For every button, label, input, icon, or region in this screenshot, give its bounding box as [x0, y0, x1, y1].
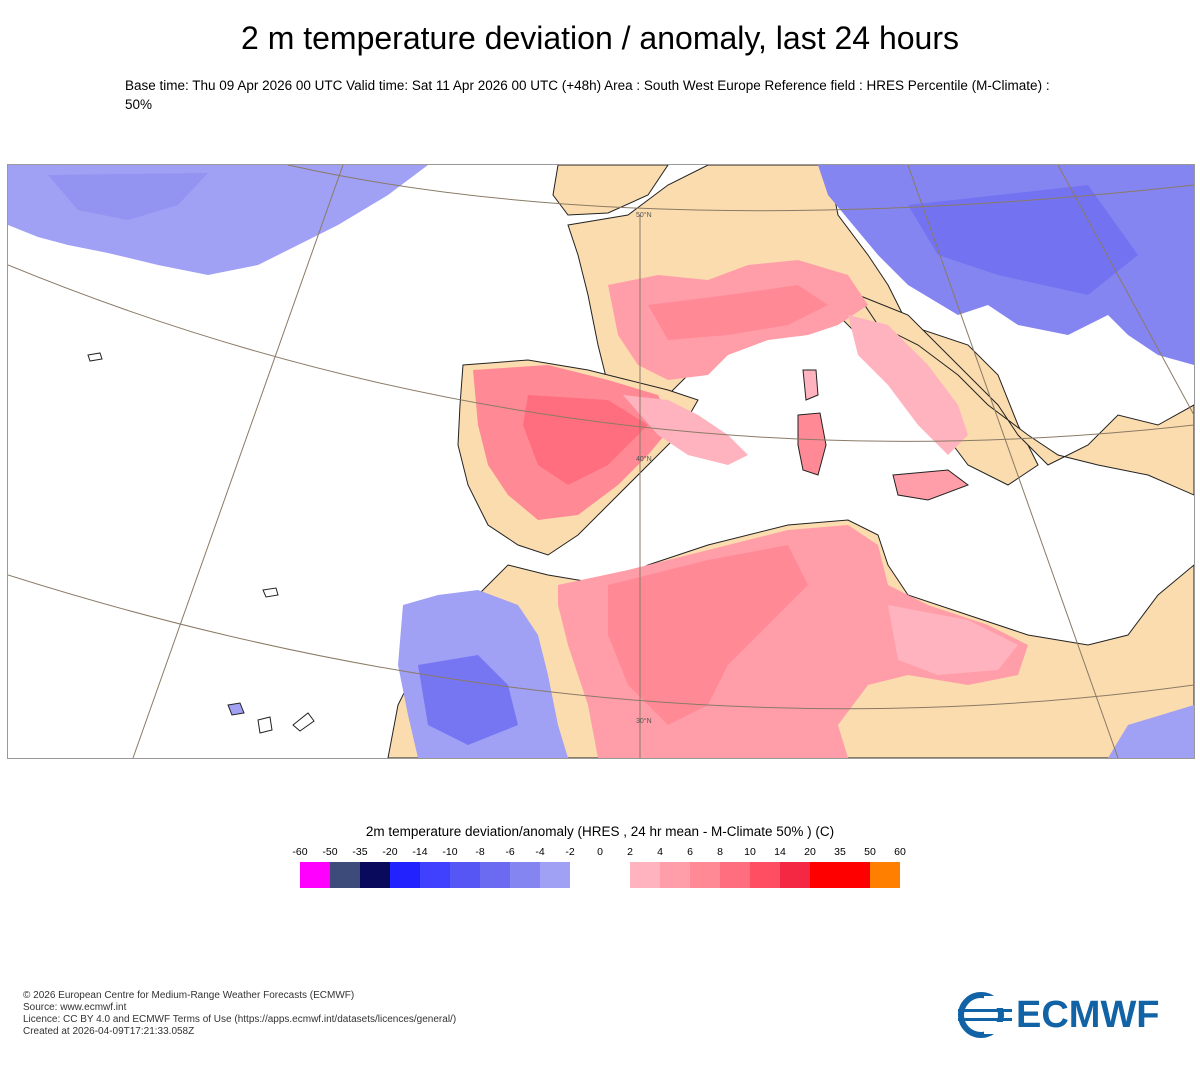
- island-canary-1: [227, 702, 245, 716]
- legend-tick: 6: [687, 846, 693, 858]
- graticule: [8, 165, 1194, 758]
- anomaly-map[interactable]: 50°N 40°N 30°N: [7, 164, 1195, 759]
- legend-swatch: [690, 862, 720, 888]
- legend-swatch: [600, 862, 630, 888]
- footer-source: Source: www.ecmwf.int: [23, 1002, 127, 1013]
- legend-swatch: [630, 862, 660, 888]
- legend-swatch: [510, 862, 540, 888]
- legend-tick: 0: [597, 846, 603, 858]
- legend-tick: -8: [475, 846, 485, 858]
- legend-tick: -20: [382, 846, 398, 858]
- legend-tick: -6: [505, 846, 515, 858]
- lat-label-30: 30°N: [636, 717, 652, 725]
- footer: © 2026 European Centre for Medium-Range …: [23, 990, 456, 1038]
- legend-swatch: [810, 862, 840, 888]
- island-azores: [87, 352, 103, 362]
- legend-swatch: [840, 862, 870, 888]
- legend-tick: -4: [535, 846, 545, 858]
- legend-swatch: [720, 862, 750, 888]
- island-canary-2: [257, 716, 273, 734]
- lat-label-50: 50°N: [636, 211, 652, 219]
- map-canvas: 50°N 40°N 30°N: [8, 165, 1194, 758]
- island-corsica: [802, 369, 819, 401]
- legend-swatch: [480, 862, 510, 888]
- legend-tick: 60: [894, 846, 906, 858]
- legend-swatch: [330, 862, 360, 888]
- legend-swatch: [420, 862, 450, 888]
- legend-tick: 14: [774, 846, 786, 858]
- legend-tick: 10: [744, 846, 756, 858]
- island-canary-3: [292, 712, 315, 732]
- footer-licence: Licence: CC BY 4.0 and ECMWF Terms of Us…: [23, 1014, 457, 1025]
- land-british-isles: [552, 165, 669, 216]
- island-sicily: [892, 469, 970, 501]
- legend-tick: -2: [565, 846, 575, 858]
- ecmwf-logo: ECMWF: [958, 992, 1180, 1038]
- legend-tick: -14: [412, 846, 428, 858]
- legend-title: 2m temperature deviation/anomaly (HRES ,…: [365, 824, 835, 839]
- anomaly-area-north-africa-east: [888, 605, 1018, 675]
- legend-swatch: [660, 862, 690, 888]
- legend-tick: 2: [627, 846, 633, 858]
- legend-tick: 4: [657, 846, 663, 858]
- footer-created: Created at 2026-04-09T17:21:33.058Z: [23, 1026, 195, 1037]
- legend-tick: 8: [717, 846, 723, 858]
- anomaly-area-france-core: [648, 285, 828, 340]
- legend-swatch: [870, 862, 900, 888]
- land-italy-balkans: [856, 293, 1194, 496]
- color-legend: -60 -50 -35 -20 -14 -10 -8 -6 -4 -2 0 2 4 6 8 10 14 20 35 5…: [270, 844, 930, 894]
- legend-tick: -35: [352, 846, 368, 858]
- anomaly-area-iberia-east: [623, 395, 748, 465]
- legend-swatch: [780, 862, 810, 888]
- chart-subtitle: Base time: Thu 09 Apr 2026 00 UTC Valid …: [125, 78, 1050, 112]
- ecmwf-logo-icon: [958, 992, 1012, 1038]
- legend-swatch: [750, 862, 780, 888]
- legend-tick: -60: [292, 846, 308, 858]
- anomaly-area-north-atlantic-inner: [48, 173, 208, 220]
- footer-copyright: © 2026 European Centre for Medium-Range …: [23, 990, 355, 1001]
- island-madeira: [262, 587, 279, 598]
- legend-tick: 20: [804, 846, 816, 858]
- lat-label-40: 40°N: [636, 455, 652, 463]
- legend-swatch: [360, 862, 390, 888]
- legend-tick: -10: [442, 846, 458, 858]
- anomaly-area-north-africa-core: [608, 545, 808, 725]
- legend-tick: 35: [834, 846, 846, 858]
- chart-title: 2 m temperature deviation / anomaly, las…: [241, 20, 959, 56]
- anomaly-area-eastern-europe-inner: [908, 185, 1138, 295]
- ecmwf-logo-text: ECMWF: [1016, 994, 1160, 1036]
- anomaly-area-iberia-core: [523, 395, 648, 485]
- anomaly-area-italy: [848, 315, 968, 455]
- legend-swatch: [390, 862, 420, 888]
- legend-swatch: [300, 862, 330, 888]
- legend-swatch: [570, 862, 600, 888]
- anomaly-area-southeast-cold: [1108, 705, 1194, 758]
- legend-swatch: [540, 862, 570, 888]
- legend-tick: 50: [864, 846, 876, 858]
- legend-swatch: [450, 862, 480, 888]
- island-sardinia: [797, 412, 827, 476]
- legend-tick: -50: [322, 846, 338, 858]
